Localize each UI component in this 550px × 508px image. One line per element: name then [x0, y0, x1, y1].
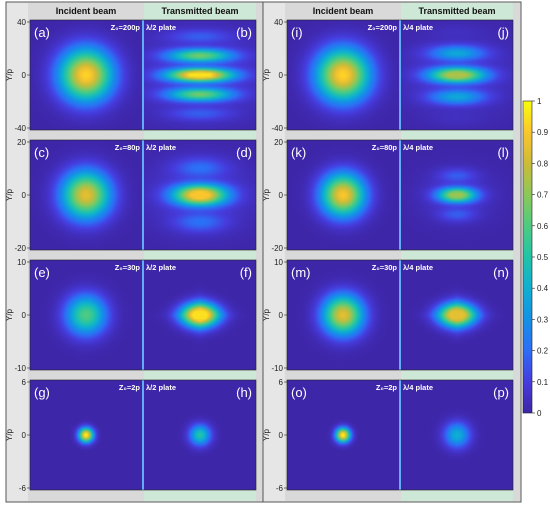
colorbar-tick-label: 0.7: [537, 191, 549, 200]
y-tick-label: 6: [22, 378, 27, 387]
colorbar-tick-label: 0: [537, 409, 542, 418]
colorbar-tick-label: 0.2: [537, 347, 549, 356]
colorbar-tick-label: 0.5: [537, 253, 549, 262]
incident-heatmap: [30, 260, 142, 370]
panel-label: (n): [493, 265, 509, 280]
y-tick-label: -6: [276, 484, 284, 493]
y-axis-label: Y/p: [262, 308, 271, 321]
y-axis-label: Y/p: [5, 188, 14, 201]
y-axis-label: Y/p: [262, 428, 271, 441]
y-axis-label: Y/p: [5, 308, 14, 321]
colorbar-tick-label: 0.8: [537, 159, 549, 168]
colorbar-tick-label: 0.4: [537, 284, 549, 293]
panel-label: (c): [34, 145, 49, 160]
transmitted-heatmap: [401, 20, 513, 130]
colorbar-tick-label: 0.1: [537, 378, 549, 387]
panel-label: (i): [291, 25, 303, 40]
panel-label: (l): [497, 145, 509, 160]
panel-label: (f): [240, 265, 252, 280]
z0-label: Z₀=2p: [376, 383, 398, 392]
panel-label: (h): [236, 385, 252, 400]
transmitted-heatmap: [401, 380, 513, 490]
transmitted-heatmap: [401, 260, 513, 370]
panel-label: (o): [291, 385, 307, 400]
panel-label: (j): [497, 25, 509, 40]
y-tick-label: 0: [22, 71, 27, 80]
plate-label: λ/4 plate: [403, 383, 433, 392]
z0-label: Z₀=200p: [111, 23, 141, 32]
incident-heatmap: [30, 380, 142, 490]
panel-label: (m): [291, 265, 311, 280]
z0-label: Z₀=2p: [119, 383, 141, 392]
panel-label: (k): [291, 145, 306, 160]
incident-heatmap: [30, 20, 142, 130]
plate-label: λ/2 plate: [146, 383, 176, 392]
plate-label: λ/4 plate: [403, 143, 433, 152]
y-tick-label: -6: [19, 484, 27, 493]
y-tick-label: 6: [279, 378, 284, 387]
y-tick-label: 20: [17, 138, 26, 147]
z0-label: Z₀=200p: [368, 23, 398, 32]
incident-heatmap: [287, 260, 399, 370]
colorbar: [523, 101, 532, 413]
z0-label: Z₀=80p: [115, 143, 141, 152]
y-tick-label: -20: [271, 244, 283, 253]
y-tick-label: 40: [17, 18, 26, 27]
y-axis-label: Y/p: [262, 68, 271, 81]
y-tick-label: 0: [22, 431, 27, 440]
y-tick-label: 20: [274, 138, 283, 147]
y-tick-label: 0: [22, 311, 27, 320]
y-tick-label: -10: [14, 364, 26, 373]
y-tick-label: 0: [22, 191, 27, 200]
z0-label: Z₀=30p: [115, 263, 141, 272]
panel-label: (e): [34, 265, 50, 280]
panel-label: (g): [34, 385, 50, 400]
panel-label: (p): [493, 385, 509, 400]
incident-heatmap: [30, 140, 142, 250]
y-tick-label: -40: [271, 124, 283, 133]
y-tick-label: 0: [279, 431, 284, 440]
incident-heatmap: [287, 380, 399, 490]
y-tick-label: -20: [14, 244, 26, 253]
z0-label: Z₀=80p: [372, 143, 398, 152]
incident-heatmap: [287, 140, 399, 250]
y-tick-label: 0: [279, 191, 284, 200]
plate-label: λ/2 plate: [146, 263, 176, 272]
colorbar-tick-label: 0.3: [537, 315, 549, 324]
y-tick-label: 0: [279, 311, 284, 320]
plate-label: λ/4 plate: [403, 263, 433, 272]
z0-label: Z₀=30p: [372, 263, 398, 272]
incident-heatmap: [287, 20, 399, 130]
plate-label: λ/4 plate: [403, 23, 433, 32]
panel-label: (d): [236, 145, 252, 160]
transmitted-heatmap: [144, 380, 256, 490]
column-header-transmitted: Transmitted beam: [418, 6, 495, 16]
transmitted-heatmap: [144, 260, 256, 370]
panel-label: (b): [236, 25, 252, 40]
y-axis-label: Y/p: [5, 68, 14, 81]
y-axis-label: Y/p: [262, 188, 271, 201]
transmitted-heatmap: [144, 140, 256, 250]
column-header-incident: Incident beam: [56, 6, 117, 16]
y-tick-label: 10: [274, 258, 283, 267]
column-header-incident: Incident beam: [313, 6, 374, 16]
y-tick-label: 0: [279, 71, 284, 80]
colorbar-tick-label: 0.9: [537, 128, 549, 137]
transmitted-heatmap: [401, 140, 513, 250]
y-tick-label: -40: [14, 124, 26, 133]
plate-label: λ/2 plate: [146, 143, 176, 152]
y-axis-label: Y/p: [5, 428, 14, 441]
column-header-transmitted: Transmitted beam: [161, 6, 238, 16]
colorbar-tick-label: 0.6: [537, 222, 549, 231]
y-tick-label: 40: [274, 18, 283, 27]
panel-label: (a): [34, 25, 50, 40]
transmitted-heatmap: [144, 20, 256, 130]
y-tick-label: 10: [17, 258, 26, 267]
y-tick-label: -10: [271, 364, 283, 373]
plate-label: λ/2 plate: [146, 23, 176, 32]
colorbar-tick-label: 1: [537, 97, 542, 106]
